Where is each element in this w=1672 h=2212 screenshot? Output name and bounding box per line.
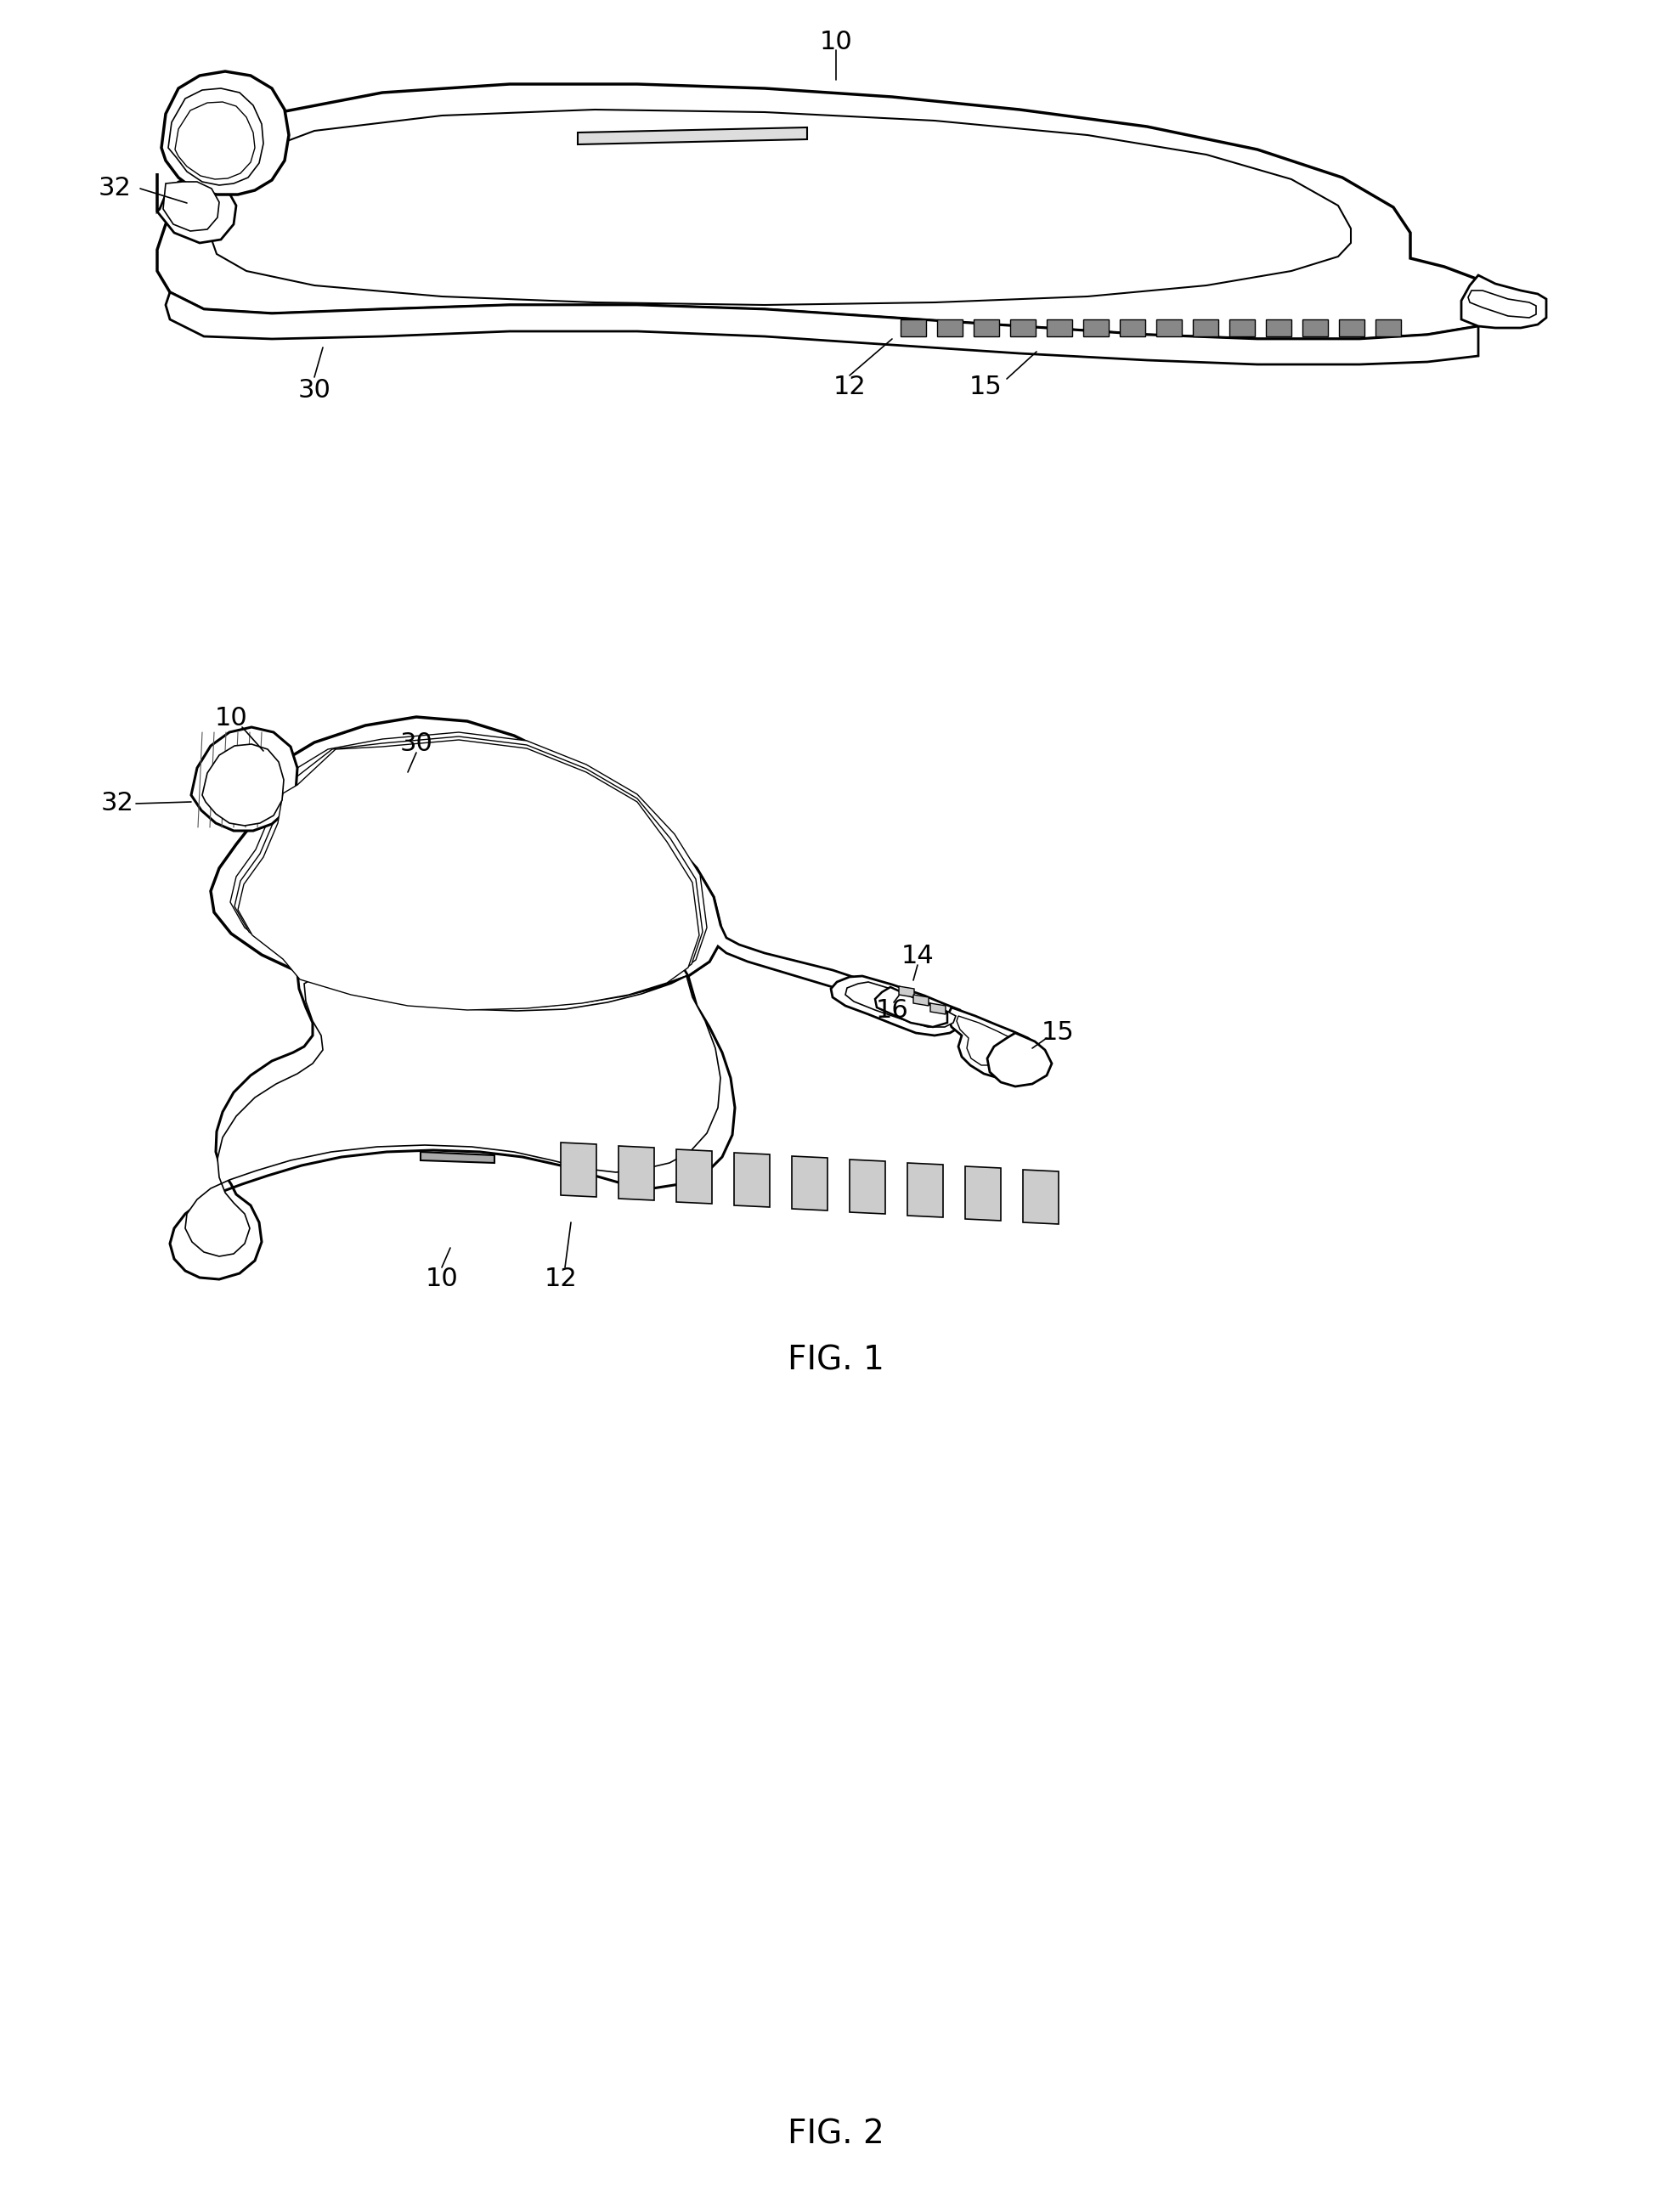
Text: 10: 10 xyxy=(214,706,247,730)
Polygon shape xyxy=(171,973,736,1279)
Text: 10: 10 xyxy=(425,1267,458,1292)
Text: 32: 32 xyxy=(99,177,130,201)
Polygon shape xyxy=(948,1006,1043,1077)
Polygon shape xyxy=(1023,1170,1058,1223)
Text: 12: 12 xyxy=(833,376,866,400)
Polygon shape xyxy=(986,1033,1052,1086)
Polygon shape xyxy=(237,739,699,1011)
Polygon shape xyxy=(956,1015,1020,1066)
Polygon shape xyxy=(846,982,956,1026)
Polygon shape xyxy=(1339,319,1364,336)
Polygon shape xyxy=(157,84,1495,338)
Polygon shape xyxy=(901,319,926,336)
Text: 12: 12 xyxy=(545,1267,577,1292)
Polygon shape xyxy=(874,987,948,1026)
Polygon shape xyxy=(166,292,1478,365)
Polygon shape xyxy=(1266,319,1291,336)
Polygon shape xyxy=(908,1164,943,1217)
Polygon shape xyxy=(211,111,1351,305)
Polygon shape xyxy=(1157,319,1182,336)
Polygon shape xyxy=(936,319,963,336)
Polygon shape xyxy=(900,987,915,998)
Polygon shape xyxy=(211,717,721,1006)
Polygon shape xyxy=(619,1146,654,1201)
Polygon shape xyxy=(560,1144,597,1197)
Polygon shape xyxy=(186,975,721,1256)
Polygon shape xyxy=(579,128,808,144)
Text: 30: 30 xyxy=(400,732,433,757)
Polygon shape xyxy=(1010,319,1035,336)
Polygon shape xyxy=(421,1152,495,1164)
Polygon shape xyxy=(1083,319,1109,336)
Text: FIG. 1: FIG. 1 xyxy=(788,1345,884,1376)
Polygon shape xyxy=(157,173,236,243)
Polygon shape xyxy=(558,759,901,1004)
Polygon shape xyxy=(169,88,264,186)
Polygon shape xyxy=(1376,319,1401,336)
Polygon shape xyxy=(1468,290,1537,319)
Text: 30: 30 xyxy=(298,378,331,403)
Text: 10: 10 xyxy=(819,29,853,53)
Text: 15: 15 xyxy=(970,376,1002,400)
Polygon shape xyxy=(162,71,289,195)
Text: 15: 15 xyxy=(1042,1020,1073,1046)
Polygon shape xyxy=(675,1150,712,1203)
Polygon shape xyxy=(734,1152,769,1208)
Polygon shape xyxy=(164,181,219,230)
Polygon shape xyxy=(1461,274,1547,327)
Polygon shape xyxy=(191,728,298,832)
Polygon shape xyxy=(234,737,702,1006)
Polygon shape xyxy=(202,743,284,825)
Polygon shape xyxy=(913,995,928,1006)
Text: FIG. 2: FIG. 2 xyxy=(788,2119,884,2150)
Polygon shape xyxy=(930,1004,946,1015)
Polygon shape xyxy=(793,1157,828,1210)
Polygon shape xyxy=(849,1159,884,1214)
Polygon shape xyxy=(973,319,1000,336)
Polygon shape xyxy=(1047,319,1072,336)
Polygon shape xyxy=(1120,319,1145,336)
Polygon shape xyxy=(231,732,707,1002)
Polygon shape xyxy=(176,102,254,179)
Polygon shape xyxy=(1229,319,1256,336)
Text: 32: 32 xyxy=(100,792,134,816)
Polygon shape xyxy=(1302,319,1328,336)
Text: 16: 16 xyxy=(876,998,908,1022)
Text: 14: 14 xyxy=(901,945,935,969)
Polygon shape xyxy=(1192,319,1219,336)
Polygon shape xyxy=(965,1166,1002,1221)
Polygon shape xyxy=(831,975,965,1035)
